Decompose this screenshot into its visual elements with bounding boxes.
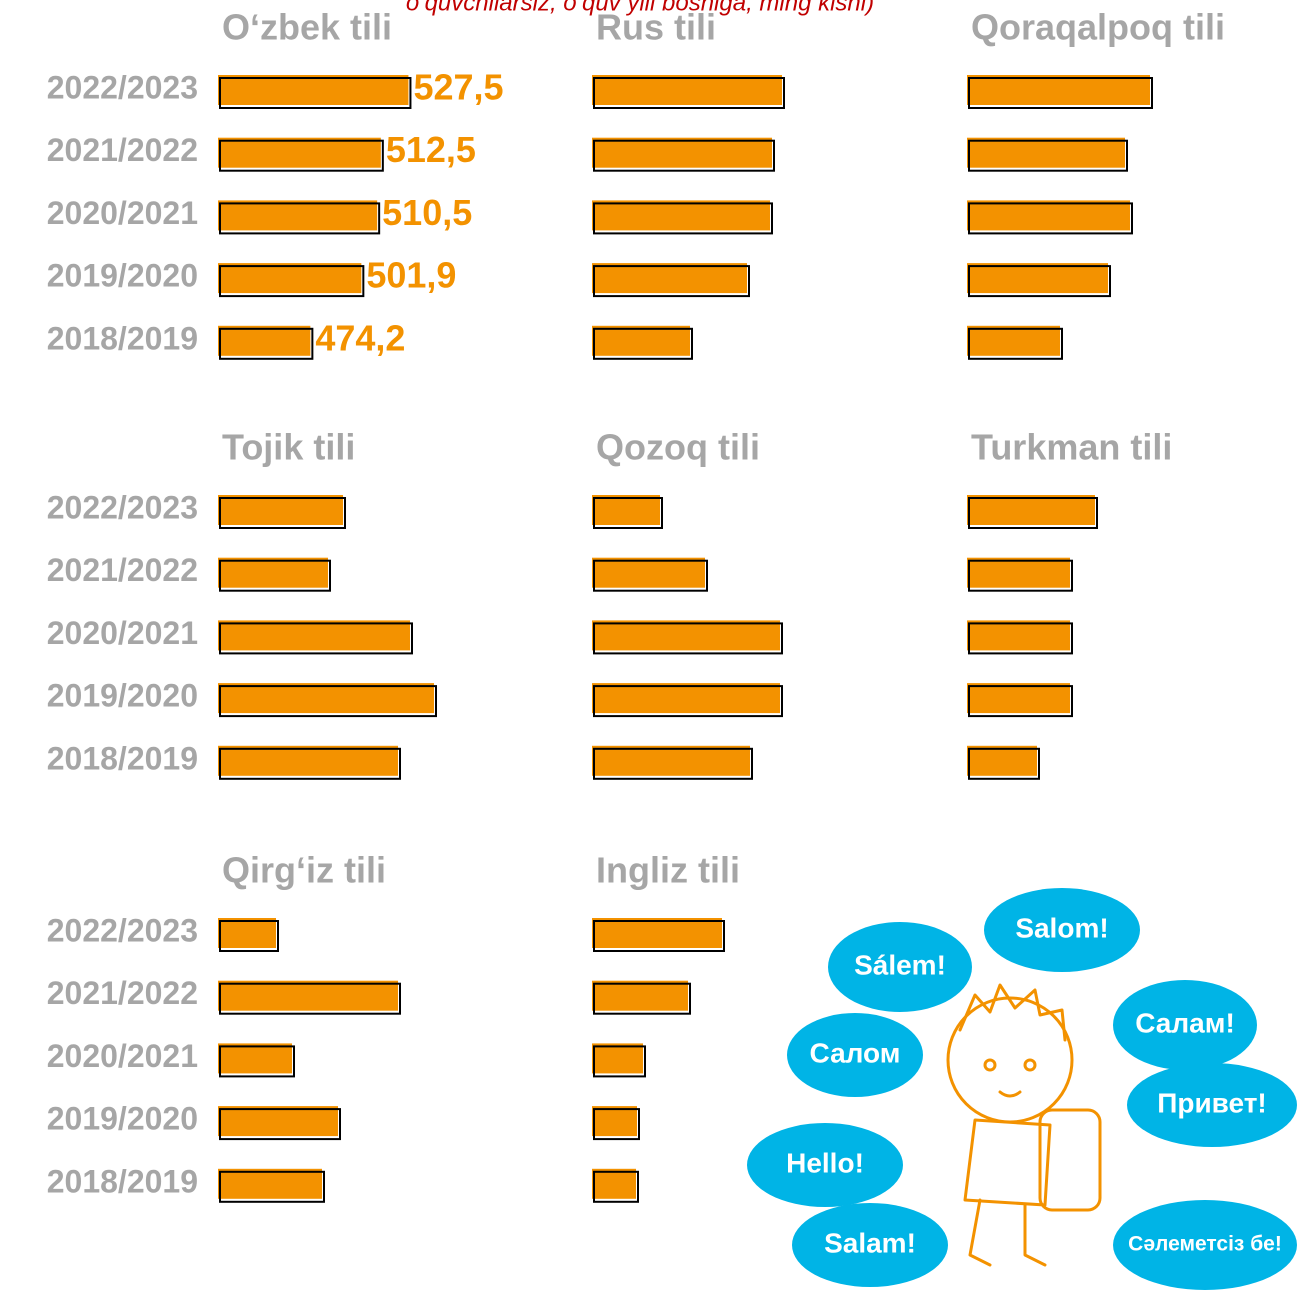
bar xyxy=(218,1169,322,1199)
speech-bubble: Сәлеметсіз бе! xyxy=(1113,1200,1297,1290)
category-label: 2021/2022 xyxy=(47,552,198,588)
bar xyxy=(592,1106,637,1136)
bar xyxy=(967,75,1150,105)
bar xyxy=(592,981,688,1011)
speech-bubble: Салом xyxy=(787,1013,923,1097)
category-label: 2021/2022 xyxy=(47,975,198,1011)
bar xyxy=(218,326,310,356)
bar-chart: Turkman tili xyxy=(967,427,1172,779)
bar xyxy=(967,326,1060,356)
speech-bubble: Salom! xyxy=(984,888,1140,972)
chart-title: Rus tili xyxy=(596,7,716,48)
bar xyxy=(218,558,328,588)
bar xyxy=(967,746,1037,776)
speech-bubble: Salam! xyxy=(792,1203,948,1287)
bar xyxy=(592,200,770,230)
bar xyxy=(218,683,434,713)
bar xyxy=(592,75,782,105)
bar xyxy=(592,620,780,650)
bar xyxy=(218,1106,338,1136)
bar xyxy=(592,263,747,293)
bubble-text: Салом xyxy=(810,1037,901,1068)
page: o‘quvchilarsiz, o‘quv yili boshiga, ming… xyxy=(0,0,1303,1293)
bar xyxy=(218,1043,292,1073)
category-label: 2018/2019 xyxy=(47,740,198,776)
bar xyxy=(592,558,705,588)
category-label: 2020/2021 xyxy=(47,195,198,231)
bar xyxy=(218,620,410,650)
bar xyxy=(218,918,276,948)
bar xyxy=(967,558,1070,588)
chart-title: Qozoq tili xyxy=(596,427,760,468)
bar xyxy=(967,683,1070,713)
bubble-text: Salam! xyxy=(824,1227,916,1258)
bar xyxy=(592,495,660,525)
bar xyxy=(218,200,377,230)
category-label: 2021/2022 xyxy=(47,132,198,168)
category-label: 2019/2020 xyxy=(47,1101,198,1137)
chart-title: Ingliz tili xyxy=(596,850,740,891)
value-label: 501,9 xyxy=(366,255,456,296)
bar xyxy=(218,981,398,1011)
bar xyxy=(592,138,772,168)
bar xyxy=(967,263,1108,293)
bar xyxy=(592,918,722,948)
chart-title: Qoraqalpoq tili xyxy=(971,7,1225,48)
bubble-text: Sálem! xyxy=(854,949,946,980)
value-label: 512,5 xyxy=(386,129,476,170)
category-label: 2022/2023 xyxy=(47,912,198,948)
bar-chart: Tojik tili 2022/2023 2021/2022 2020/2021 201… xyxy=(47,427,436,779)
category-label: 2022/2023 xyxy=(47,69,198,105)
value-label: 474,2 xyxy=(315,317,405,358)
bar xyxy=(218,75,408,105)
chart-title: Qirg‘iz tili xyxy=(222,850,386,891)
category-label: 2018/2019 xyxy=(47,320,198,356)
bar-chart: Qirg‘iz tili 2022/2023 2021/2022 2020/2021 2… xyxy=(47,850,400,1202)
category-label: 2019/2020 xyxy=(47,678,198,714)
category-label: 2020/2021 xyxy=(47,1038,198,1074)
category-label: 2022/2023 xyxy=(47,489,198,525)
boy-illustration xyxy=(948,985,1100,1265)
value-label: 510,5 xyxy=(382,192,472,233)
bar xyxy=(218,495,343,525)
speech-bubble: Hello! xyxy=(747,1123,903,1207)
bar xyxy=(218,263,361,293)
bar xyxy=(967,495,1095,525)
chart-title: Tojik tili xyxy=(222,427,355,468)
category-label: 2020/2021 xyxy=(47,615,198,651)
speech-bubble: Салам! xyxy=(1113,980,1257,1070)
speech-bubble: Привет! xyxy=(1127,1063,1297,1147)
bar-chart: Qoraqalpoq tili xyxy=(967,7,1225,359)
bar xyxy=(592,1043,643,1073)
bar xyxy=(218,746,398,776)
chart-title: O‘zbek tili xyxy=(222,7,392,48)
bar-chart: Ingliz tili xyxy=(592,850,740,1202)
bar xyxy=(592,746,750,776)
bubble-text: Привет! xyxy=(1157,1087,1267,1118)
bar xyxy=(218,138,381,168)
bar xyxy=(967,138,1125,168)
bar-chart: Qozoq tili xyxy=(592,427,782,779)
bar xyxy=(967,200,1130,230)
bar xyxy=(592,1169,636,1199)
bar xyxy=(592,326,690,356)
bubble-text: Hello! xyxy=(786,1147,864,1178)
category-label: 2018/2019 xyxy=(47,1163,198,1199)
bar-chart: O‘zbek tili 2022/2023 527,5 2021/2022 512,5 2… xyxy=(47,7,504,359)
chart-title: Turkman tili xyxy=(971,427,1172,468)
bar-chart: Rus tili xyxy=(592,7,784,359)
speech-bubble: Sálem! xyxy=(828,922,972,1012)
category-label: 2019/2020 xyxy=(47,258,198,294)
value-label: 527,5 xyxy=(413,67,503,108)
bar xyxy=(592,683,780,713)
bar xyxy=(967,620,1070,650)
bubble-text: Salom! xyxy=(1015,912,1108,943)
bubble-text: Сәлеметсіз бе! xyxy=(1128,1233,1282,1256)
bubble-text: Салам! xyxy=(1135,1007,1235,1038)
